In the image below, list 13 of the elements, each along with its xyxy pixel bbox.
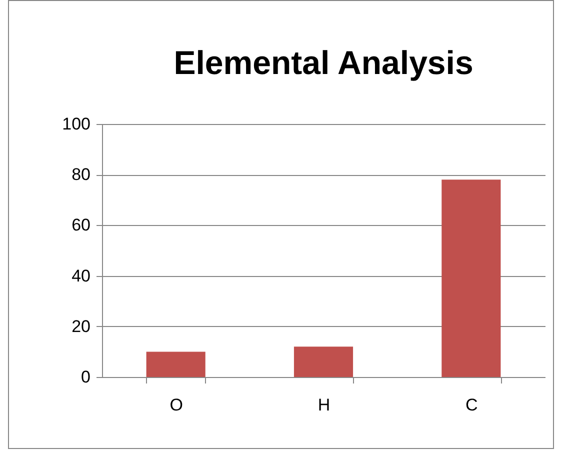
bar xyxy=(146,352,206,377)
x-tick-label: H xyxy=(318,396,330,414)
x-tick-label: O xyxy=(170,396,183,414)
y-tick-label: 0 xyxy=(81,368,90,386)
y-tick-label: 100 xyxy=(62,114,90,134)
y-tick-label: 60 xyxy=(72,216,90,235)
bar xyxy=(442,180,501,377)
y-tick-label: 80 xyxy=(72,165,90,184)
y-tick-label: 20 xyxy=(72,316,90,336)
chart-title: Elemental Analysis xyxy=(174,44,474,81)
x-tick-label: C xyxy=(466,396,478,414)
y-tick-label: 40 xyxy=(72,266,90,286)
bar xyxy=(294,346,354,377)
